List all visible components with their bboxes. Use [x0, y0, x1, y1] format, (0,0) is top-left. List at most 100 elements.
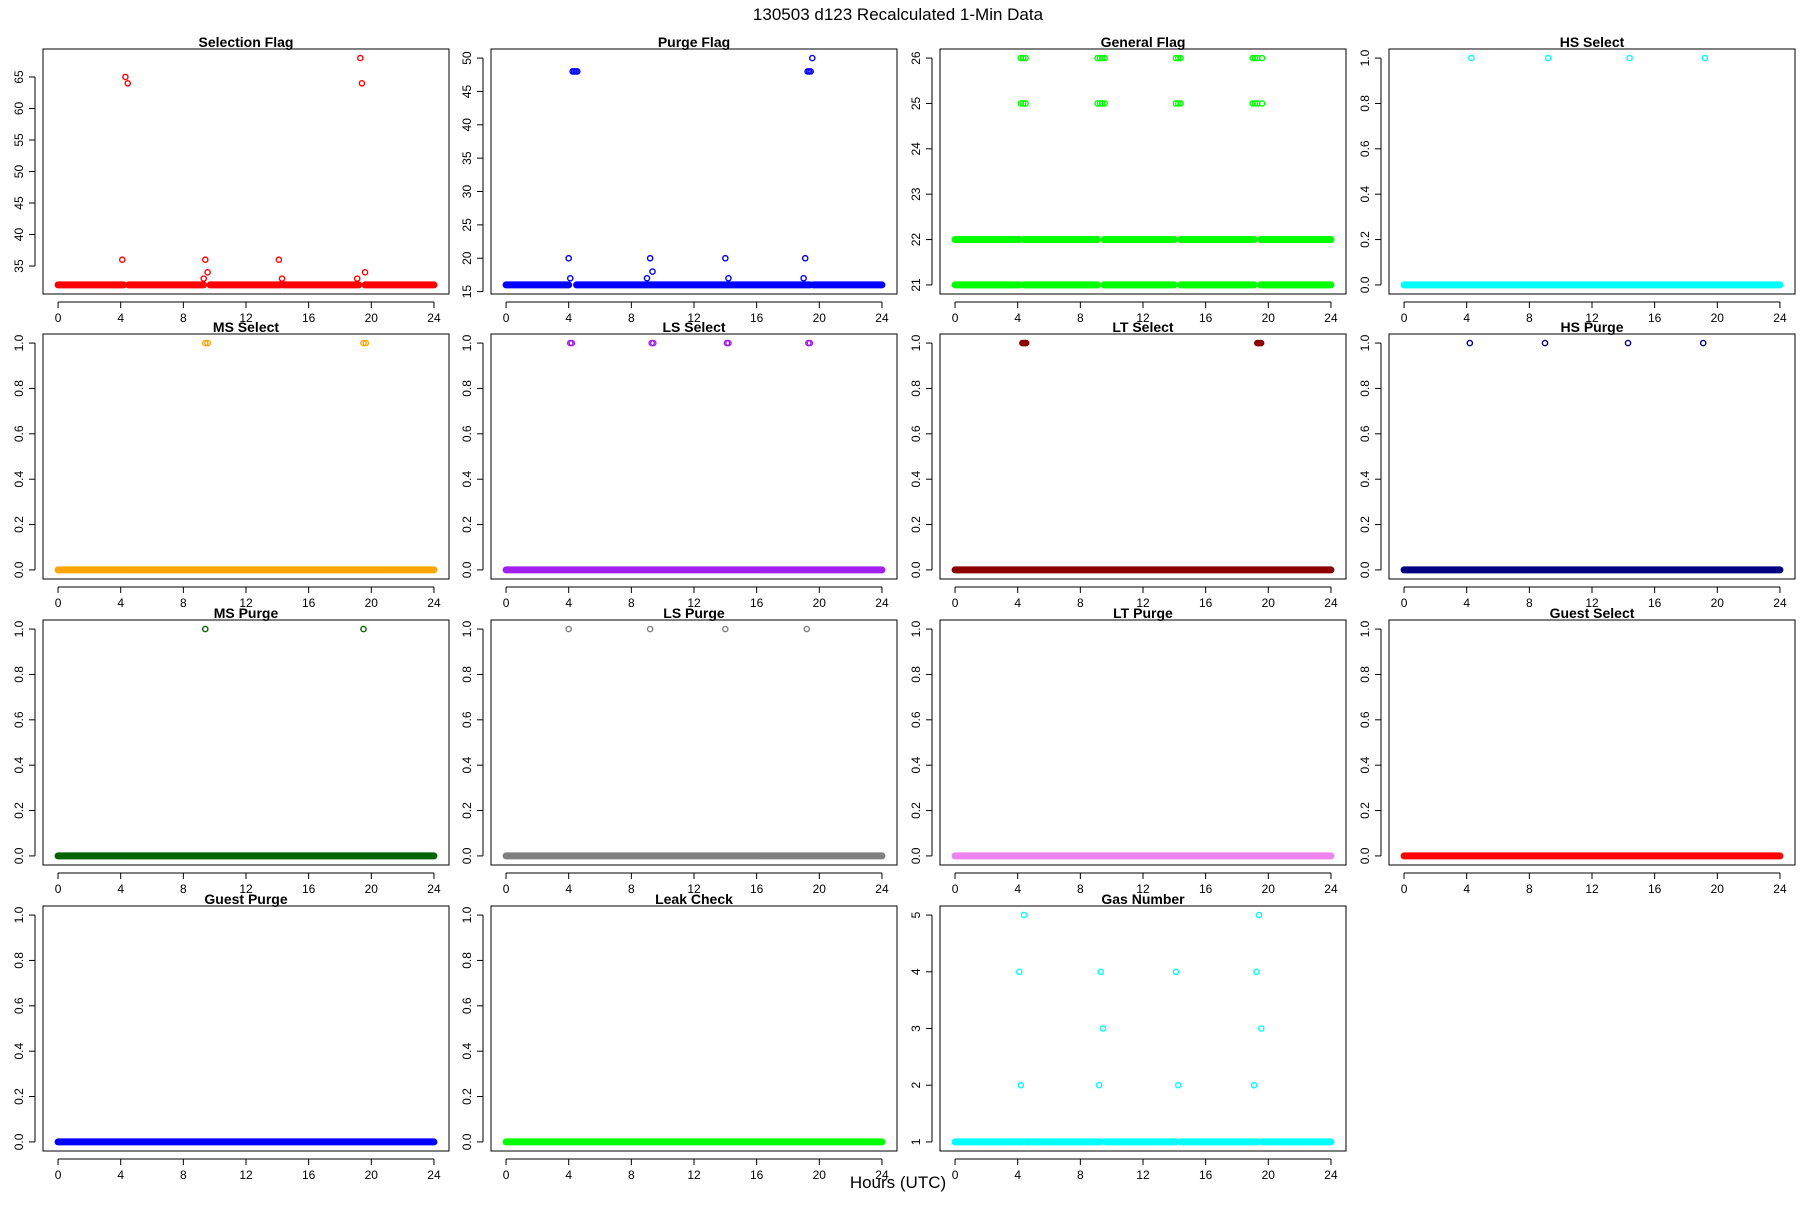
- panel-title: Guest Purge: [204, 891, 287, 907]
- x-tick-label: 8: [180, 311, 187, 325]
- data-point: [803, 625, 811, 633]
- data-point: [1701, 54, 1709, 62]
- y-tick-label: 0.2: [12, 802, 26, 819]
- data-point: [201, 256, 209, 264]
- plot-frame: [490, 619, 898, 866]
- y-tick-label: 65: [12, 70, 26, 84]
- y-tick-label: 0.2: [12, 516, 26, 533]
- x-tick-label: 12: [687, 1168, 701, 1182]
- data-point: [1544, 54, 1552, 62]
- y-tick-label: 1.0: [460, 334, 474, 351]
- y-tick-label: 0.6: [1358, 140, 1372, 157]
- y-tick-label: 20: [460, 251, 474, 265]
- y-tick-label: 30: [460, 185, 474, 199]
- x-tick-label: 24: [875, 882, 889, 896]
- y-tick-label: 22: [909, 233, 923, 247]
- y-tick-label: 5: [909, 911, 923, 918]
- x-tick-label: 8: [1077, 882, 1084, 896]
- plot-frame: [42, 905, 450, 1152]
- x-tick-label: 24: [427, 596, 441, 610]
- data-point: [808, 54, 816, 62]
- data-point: [360, 339, 367, 347]
- data-point: [1257, 339, 1265, 347]
- data-point: [1177, 54, 1184, 62]
- data-point: [1257, 1025, 1265, 1032]
- y-tick-label: 0.6: [460, 997, 474, 1014]
- x-tick-label: 24: [1773, 596, 1787, 610]
- y-tick-label: 0.0: [1358, 561, 1372, 578]
- x-tick-label: 8: [1526, 882, 1533, 896]
- y-tick-label: 0.0: [12, 1133, 26, 1150]
- y-tick-label: 1.0: [1358, 620, 1372, 637]
- data-point: [565, 254, 572, 262]
- data-point: [1017, 1081, 1025, 1089]
- data-point: [1098, 54, 1106, 62]
- data-point: [566, 274, 574, 282]
- y-tick-label: 0.0: [460, 847, 474, 864]
- y-tick-label: 0.2: [909, 802, 923, 819]
- y-tick-label: 0.2: [1358, 516, 1372, 533]
- y-tick-label: 3: [909, 1025, 923, 1032]
- y-tick-label: 2: [909, 1082, 923, 1089]
- plot-frame: [939, 905, 1347, 1152]
- x-tick-label: 12: [1136, 882, 1150, 896]
- x-tick-label: 20: [365, 882, 379, 896]
- y-tick-label: 0.4: [12, 471, 26, 488]
- data-point: [1626, 54, 1633, 62]
- x-tick-label: 16: [1199, 596, 1213, 610]
- y-tick-label: 0.4: [460, 471, 474, 488]
- data-point: [643, 274, 651, 282]
- data-point: [646, 254, 654, 262]
- y-tick-label: 45: [12, 196, 26, 210]
- x-tick-label: 12: [239, 311, 253, 325]
- y-tick-label: 40: [460, 118, 474, 132]
- x-tick-label: 0: [1401, 596, 1408, 610]
- x-tick-label: 4: [1463, 311, 1470, 325]
- data-point: [1022, 339, 1030, 347]
- y-tick-label: 0.6: [12, 425, 26, 442]
- y-tick-label: 1.0: [12, 620, 26, 637]
- y-tick-label: 1: [909, 1138, 923, 1145]
- x-tick-label: 0: [55, 1168, 62, 1182]
- data-point: [1019, 100, 1027, 107]
- data-point: [1097, 968, 1105, 976]
- x-tick-label: 4: [117, 596, 124, 610]
- x-tick-label: 0: [503, 1168, 510, 1182]
- data-point: [649, 339, 657, 347]
- y-tick-label: 0.2: [460, 802, 474, 819]
- panel: MS Purge 0 4 8 12 16 20 24 0.0 0.2 0.4 0.6 0.8 1.0: [12, 605, 450, 896]
- data-point: [124, 79, 132, 87]
- x-tick-label: 4: [565, 882, 572, 896]
- data-point: [204, 339, 211, 347]
- data-point: [362, 339, 370, 347]
- y-tick-label: 0.4: [1358, 186, 1372, 203]
- panel: LT Select 0 4 8 12 16 20 24 0.0 0.2 0.4 0.6 0.8 1.0: [909, 319, 1347, 610]
- y-tick-label: 26: [909, 51, 923, 65]
- data-point: [807, 68, 814, 75]
- plot-frame: [42, 333, 450, 580]
- data-point: [574, 68, 581, 75]
- y-tick-label: 0.8: [1358, 95, 1372, 112]
- x-tick-label: 24: [1324, 882, 1338, 896]
- y-tick-label: 21: [909, 278, 923, 292]
- data-point: [200, 275, 208, 282]
- y-tick-label: 0.4: [460, 1043, 474, 1060]
- panel: Purge Flag 0 4 8 12 16 20 24 15 20 25 30 35 40 45 50: [460, 34, 898, 325]
- x-tick-label: 0: [503, 882, 510, 896]
- x-tick-label: 4: [1014, 1168, 1021, 1182]
- x-tick-label: 24: [875, 1168, 889, 1182]
- panel-title: Guest Select: [1550, 605, 1635, 621]
- x-tick-label: 20: [1262, 882, 1276, 896]
- y-tick-label: 0.6: [909, 711, 923, 728]
- y-tick-label: 1.0: [12, 906, 26, 923]
- x-tick-label: 0: [55, 311, 62, 325]
- data-point: [1101, 100, 1108, 107]
- data-point: [1250, 1081, 1258, 1089]
- y-tick-label: 23: [909, 187, 923, 201]
- x-tick-label: 24: [1773, 311, 1787, 325]
- x-tick-label: 12: [239, 596, 253, 610]
- x-tick-label: 4: [1014, 311, 1021, 325]
- panel: LS Purge 0 4 8 12 16 20 24 0.0 0.2 0.4 0.6 0.8 1.0: [460, 605, 898, 896]
- x-tick-label: 20: [1262, 596, 1276, 610]
